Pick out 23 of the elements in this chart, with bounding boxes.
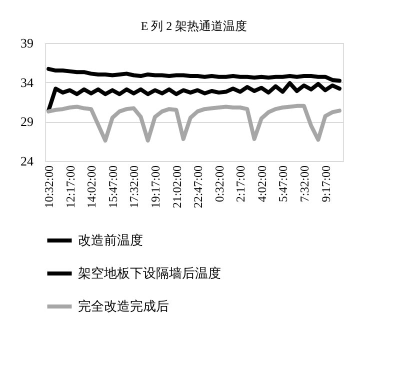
x-tick-label: 15:47:00 bbox=[106, 166, 120, 208]
y-tick-label: 24 bbox=[20, 154, 34, 168]
x-tick-label: 19:17:00 bbox=[148, 166, 162, 208]
legend-label: 架空地板下设隔墙后温度 bbox=[78, 266, 221, 280]
x-tick-label: 0:32:00 bbox=[212, 166, 226, 202]
x-tick-label: 17:32:00 bbox=[127, 166, 142, 208]
x-tick-label: 14:02:00 bbox=[84, 166, 99, 208]
x-tick-label: 2:17:00 bbox=[234, 166, 248, 202]
chart-title: E 列 2 架热通道温度 bbox=[140, 19, 248, 33]
x-tick-label: 10:32:00 bbox=[42, 166, 56, 208]
y-tick-label: 39 bbox=[20, 36, 34, 50]
x-tick-label: 22:47:00 bbox=[191, 166, 206, 208]
line-series bbox=[46, 104, 342, 143]
x-tick-label: 9:17:00 bbox=[318, 166, 333, 202]
legend-label: 完全改造完成后 bbox=[78, 298, 169, 314]
y-tick-label: 34 bbox=[20, 74, 34, 90]
x-tick-label: 4:02:00 bbox=[254, 166, 269, 202]
x-tick-label: 21:02:00 bbox=[170, 166, 184, 208]
x-tick-label: 7:32:00 bbox=[297, 166, 312, 202]
y-tick-label: 29 bbox=[20, 114, 34, 130]
x-tick-label: 5:47:00 bbox=[276, 166, 290, 202]
x-tick-label: 12:17:00 bbox=[63, 166, 78, 208]
legend-label: 改造前温度 bbox=[78, 232, 143, 248]
